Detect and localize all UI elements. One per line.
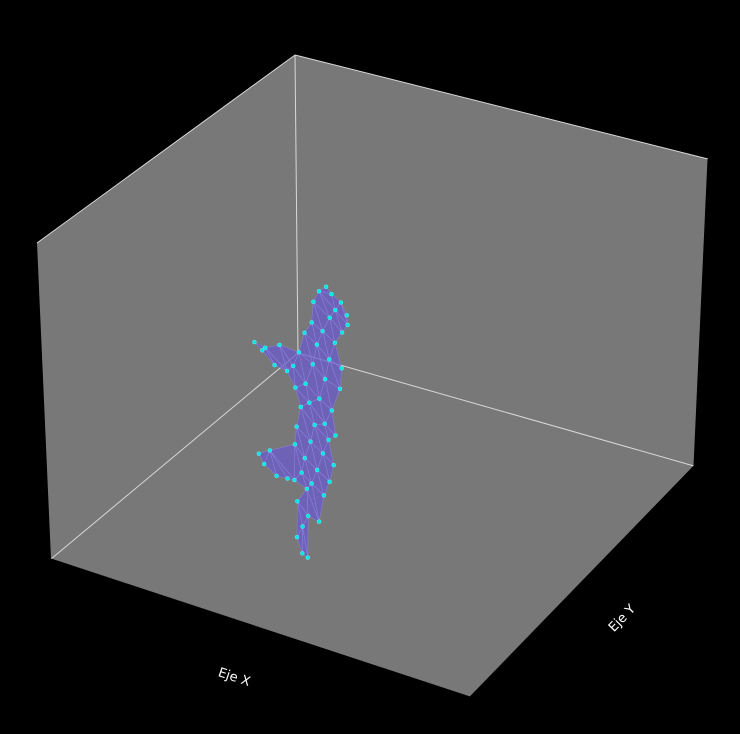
mesh-faces — [254, 286, 348, 559]
mesh-vertex — [300, 551, 305, 556]
mesh-vertex — [285, 476, 290, 481]
mesh-vertex — [317, 396, 322, 401]
mesh-vertex — [291, 363, 296, 369]
mesh-vertex — [274, 473, 279, 478]
mesh-face — [301, 526, 309, 559]
mesh-vertex — [316, 519, 322, 524]
mesh-vertex — [309, 481, 314, 486]
mesh-vertex — [326, 437, 331, 443]
mesh-vertex — [309, 320, 314, 325]
mesh-vertex — [263, 345, 268, 350]
x-axis-label: Eje X — [216, 665, 252, 689]
mesh-vertex — [293, 385, 298, 390]
mesh-vertex — [339, 330, 345, 335]
mesh-vertex — [327, 479, 332, 484]
mesh-vertex — [321, 493, 327, 498]
mesh-vertex — [303, 381, 308, 386]
mesh-vertex — [315, 467, 320, 473]
mesh-vertex — [260, 348, 265, 353]
y-axis-ticks — [470, 465, 699, 698]
y-axis-line — [469, 465, 695, 698]
mesh-vertex — [320, 451, 326, 456]
y-axis-label: Eje Y — [606, 602, 639, 635]
mesh-face — [316, 469, 330, 497]
mesh-vertex — [256, 451, 261, 456]
mesh-vertex — [300, 524, 305, 529]
mesh-vertex — [327, 315, 332, 320]
mesh-vertex — [302, 330, 307, 335]
mesh-vertex — [311, 299, 316, 304]
mesh-face — [265, 347, 288, 372]
mesh-vertex — [310, 362, 315, 367]
mesh-vertex — [262, 461, 267, 467]
mesh-vertex — [267, 448, 272, 453]
z-axis-ticks — [694, 158, 713, 467]
mesh-vertex — [320, 328, 325, 334]
mesh-vertex — [294, 424, 299, 429]
mesh-vertex — [302, 455, 307, 461]
mesh-face — [269, 450, 296, 481]
mesh-vertex — [292, 477, 297, 483]
mesh-vertex — [329, 291, 334, 297]
mesh-face — [324, 422, 336, 441]
mesh-vertex — [316, 289, 322, 294]
mesh-vertex — [345, 322, 350, 328]
mesh-face — [294, 472, 308, 490]
floor-pane — [51, 353, 694, 697]
pane-edges — [36, 54, 709, 560]
mesh-vertex — [333, 307, 338, 313]
mesh-vertex — [329, 408, 334, 413]
z-axis-line — [693, 158, 709, 467]
x-axis-ticks — [50, 559, 471, 701]
mesh-vertex — [312, 422, 317, 428]
mesh-vertex — [304, 486, 310, 492]
mesh-vertex — [298, 404, 303, 410]
mesh-vertex — [277, 342, 282, 348]
mesh-vertices — [252, 284, 350, 560]
mesh-vertex — [332, 340, 338, 346]
mesh-vertex — [327, 357, 332, 362]
mesh-face — [306, 488, 320, 523]
mesh-vertex — [284, 368, 290, 374]
mesh-vertex — [322, 421, 327, 426]
mesh-vertex — [331, 462, 336, 468]
back-left-pane — [37, 55, 298, 559]
mesh-vertex — [292, 442, 298, 447]
mesh-vertex — [295, 499, 300, 504]
mesh-vertex — [252, 339, 257, 345]
mesh-vertex — [299, 470, 304, 475]
mesh-vertex — [305, 555, 310, 560]
mesh-vertex — [314, 342, 320, 347]
mesh-vertex — [307, 400, 312, 405]
x-axis-line — [50, 558, 471, 698]
mesh-vertex — [308, 439, 313, 444]
mesh-vertex — [323, 284, 329, 289]
mesh-vertex — [272, 362, 277, 368]
mesh-vertex — [306, 513, 311, 519]
mesh-vertex — [338, 300, 344, 305]
mesh-vertex — [296, 350, 302, 355]
back-right-pane — [295, 55, 708, 466]
mesh-vertex — [333, 433, 338, 438]
mesh-vertex — [322, 376, 328, 382]
mesh-vertex — [339, 366, 344, 371]
mesh-vertex — [337, 386, 343, 392]
mesh-vertex — [294, 534, 300, 540]
mesh-vertex — [344, 313, 349, 318]
